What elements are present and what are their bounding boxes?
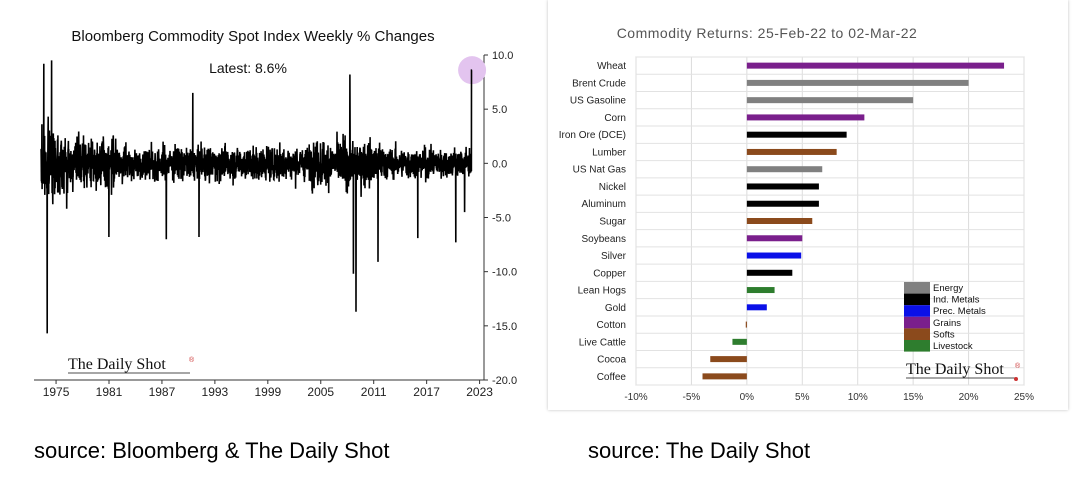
x-tick-label: 15% bbox=[903, 392, 923, 403]
chart-title: Bloomberg Commodity Spot Index Weekly % … bbox=[71, 28, 434, 45]
category-label: Wheat bbox=[597, 61, 626, 72]
category-label: Corn bbox=[604, 113, 626, 124]
bar-cocoa bbox=[710, 356, 747, 363]
category-label: Cotton bbox=[597, 320, 626, 331]
category-label: Copper bbox=[593, 268, 626, 279]
bar-aluminum bbox=[746, 200, 819, 207]
bar-cotton bbox=[745, 321, 747, 328]
brand-mark: ® bbox=[1015, 362, 1021, 370]
commodity-returns-chart-panel: Commodity Returns: 25-Feb-22 to 02-Mar-2… bbox=[548, 0, 1068, 410]
category-label: Silver bbox=[601, 251, 627, 262]
legend-label: Livestock bbox=[933, 341, 973, 352]
x-tick-label: 2023 bbox=[466, 385, 493, 399]
x-tick-label: 10% bbox=[848, 392, 868, 403]
category-label: Iron Ore (DCE) bbox=[559, 130, 626, 141]
chart-title: Commodity Returns: 25-Feb-22 to 02-Mar-2… bbox=[617, 25, 918, 41]
category-label: Cocoa bbox=[597, 355, 626, 366]
y-tick-label: -20.0 bbox=[492, 375, 517, 387]
x-tick-label: -5% bbox=[683, 392, 701, 403]
x-tick-label: -10% bbox=[624, 392, 647, 403]
category-label: Lean Hogs bbox=[578, 286, 626, 297]
y-tick-label: -15.0 bbox=[492, 321, 517, 333]
legend-swatch bbox=[904, 282, 930, 294]
category-label: Gold bbox=[605, 303, 626, 314]
bar-lean-hogs bbox=[746, 287, 775, 294]
x-tick-label: 1987 bbox=[149, 385, 176, 399]
y-tick-label: -5.0 bbox=[492, 213, 511, 225]
bar-copper bbox=[746, 269, 793, 276]
x-tick-label: 2017 bbox=[413, 385, 440, 399]
legend-label: Prec. Metals bbox=[933, 306, 986, 317]
x-tick-label: 5% bbox=[795, 392, 810, 403]
x-tick-label: 1993 bbox=[202, 385, 229, 399]
legend-swatch bbox=[904, 293, 930, 306]
x-tick-label: 1975 bbox=[43, 385, 70, 399]
bar-soybeans bbox=[746, 235, 803, 242]
x-tick-label: 1999 bbox=[254, 385, 281, 399]
brand-mark: ® bbox=[189, 356, 195, 364]
bar-nickel bbox=[746, 183, 819, 190]
category-label: US Gasoline bbox=[570, 96, 627, 107]
bar-iron-ore-dce- bbox=[746, 131, 847, 138]
x-tick-label: 25% bbox=[1014, 392, 1034, 403]
category-label: Brent Crude bbox=[572, 78, 626, 89]
category-label: Soybeans bbox=[582, 234, 626, 245]
bar-us-gasoline bbox=[746, 97, 914, 104]
legend-swatch bbox=[904, 316, 930, 329]
category-label: Aluminum bbox=[582, 199, 626, 210]
bar-silver bbox=[746, 252, 802, 259]
x-tick-label: 2005 bbox=[307, 385, 334, 399]
bar-coffee bbox=[702, 373, 747, 380]
legend-label: Grains bbox=[933, 318, 961, 329]
brand-logo: The Daily Shot bbox=[68, 356, 166, 373]
y-tick-label: 5.0 bbox=[492, 104, 507, 116]
commodity-returns-chart: Commodity Returns: 25-Feb-22 to 02-Mar-2… bbox=[559, 25, 1034, 403]
category-label: US Nat Gas bbox=[573, 165, 626, 176]
bar-lumber bbox=[746, 148, 837, 155]
legend-label: Energy bbox=[933, 283, 963, 294]
legend-label: Softs bbox=[933, 329, 955, 340]
latest-annotation: Latest: 8.6% bbox=[209, 60, 287, 76]
bar-brent-crude bbox=[746, 79, 969, 86]
category-label: Nickel bbox=[599, 182, 626, 193]
brand-dot bbox=[1014, 377, 1018, 381]
weekly-changes-chart: Bloomberg Commodity Spot Index Weekly % … bbox=[34, 28, 517, 399]
right-source-caption: source: The Daily Shot bbox=[588, 438, 811, 463]
bar-us-nat-gas bbox=[746, 166, 823, 173]
category-label: Coffee bbox=[597, 372, 627, 383]
bar-corn bbox=[746, 114, 865, 121]
y-tick-label: -10.0 bbox=[492, 267, 517, 279]
category-label: Lumber bbox=[592, 147, 627, 158]
left-source-caption: source: Bloomberg & The Daily Shot bbox=[34, 438, 390, 463]
legend-label: Ind. Metals bbox=[933, 295, 980, 306]
bar-live-cattle bbox=[732, 338, 747, 345]
category-label: Sugar bbox=[599, 217, 626, 228]
x-tick-label: 0% bbox=[740, 392, 755, 403]
bar-wheat bbox=[746, 62, 1005, 69]
y-tick-label: 10.0 bbox=[492, 50, 513, 62]
bar-gold bbox=[746, 304, 767, 311]
x-tick-label: 1981 bbox=[96, 385, 123, 399]
legend-swatch bbox=[904, 340, 930, 352]
category-label: Live Cattle bbox=[579, 337, 627, 348]
weekly-changes-chart-panel: Bloomberg Commodity Spot Index Weekly % … bbox=[0, 0, 520, 410]
brand-logo: The Daily Shot bbox=[906, 361, 1004, 378]
legend-swatch bbox=[904, 305, 930, 317]
x-tick-label: 20% bbox=[959, 392, 979, 403]
plot-area bbox=[635, 56, 1025, 386]
x-tick-label: 2011 bbox=[361, 385, 387, 399]
legend-swatch bbox=[904, 328, 930, 340]
y-tick-label: 0.0 bbox=[492, 158, 507, 170]
bar-sugar bbox=[746, 218, 813, 224]
weekly-change-series bbox=[40, 60, 473, 334]
